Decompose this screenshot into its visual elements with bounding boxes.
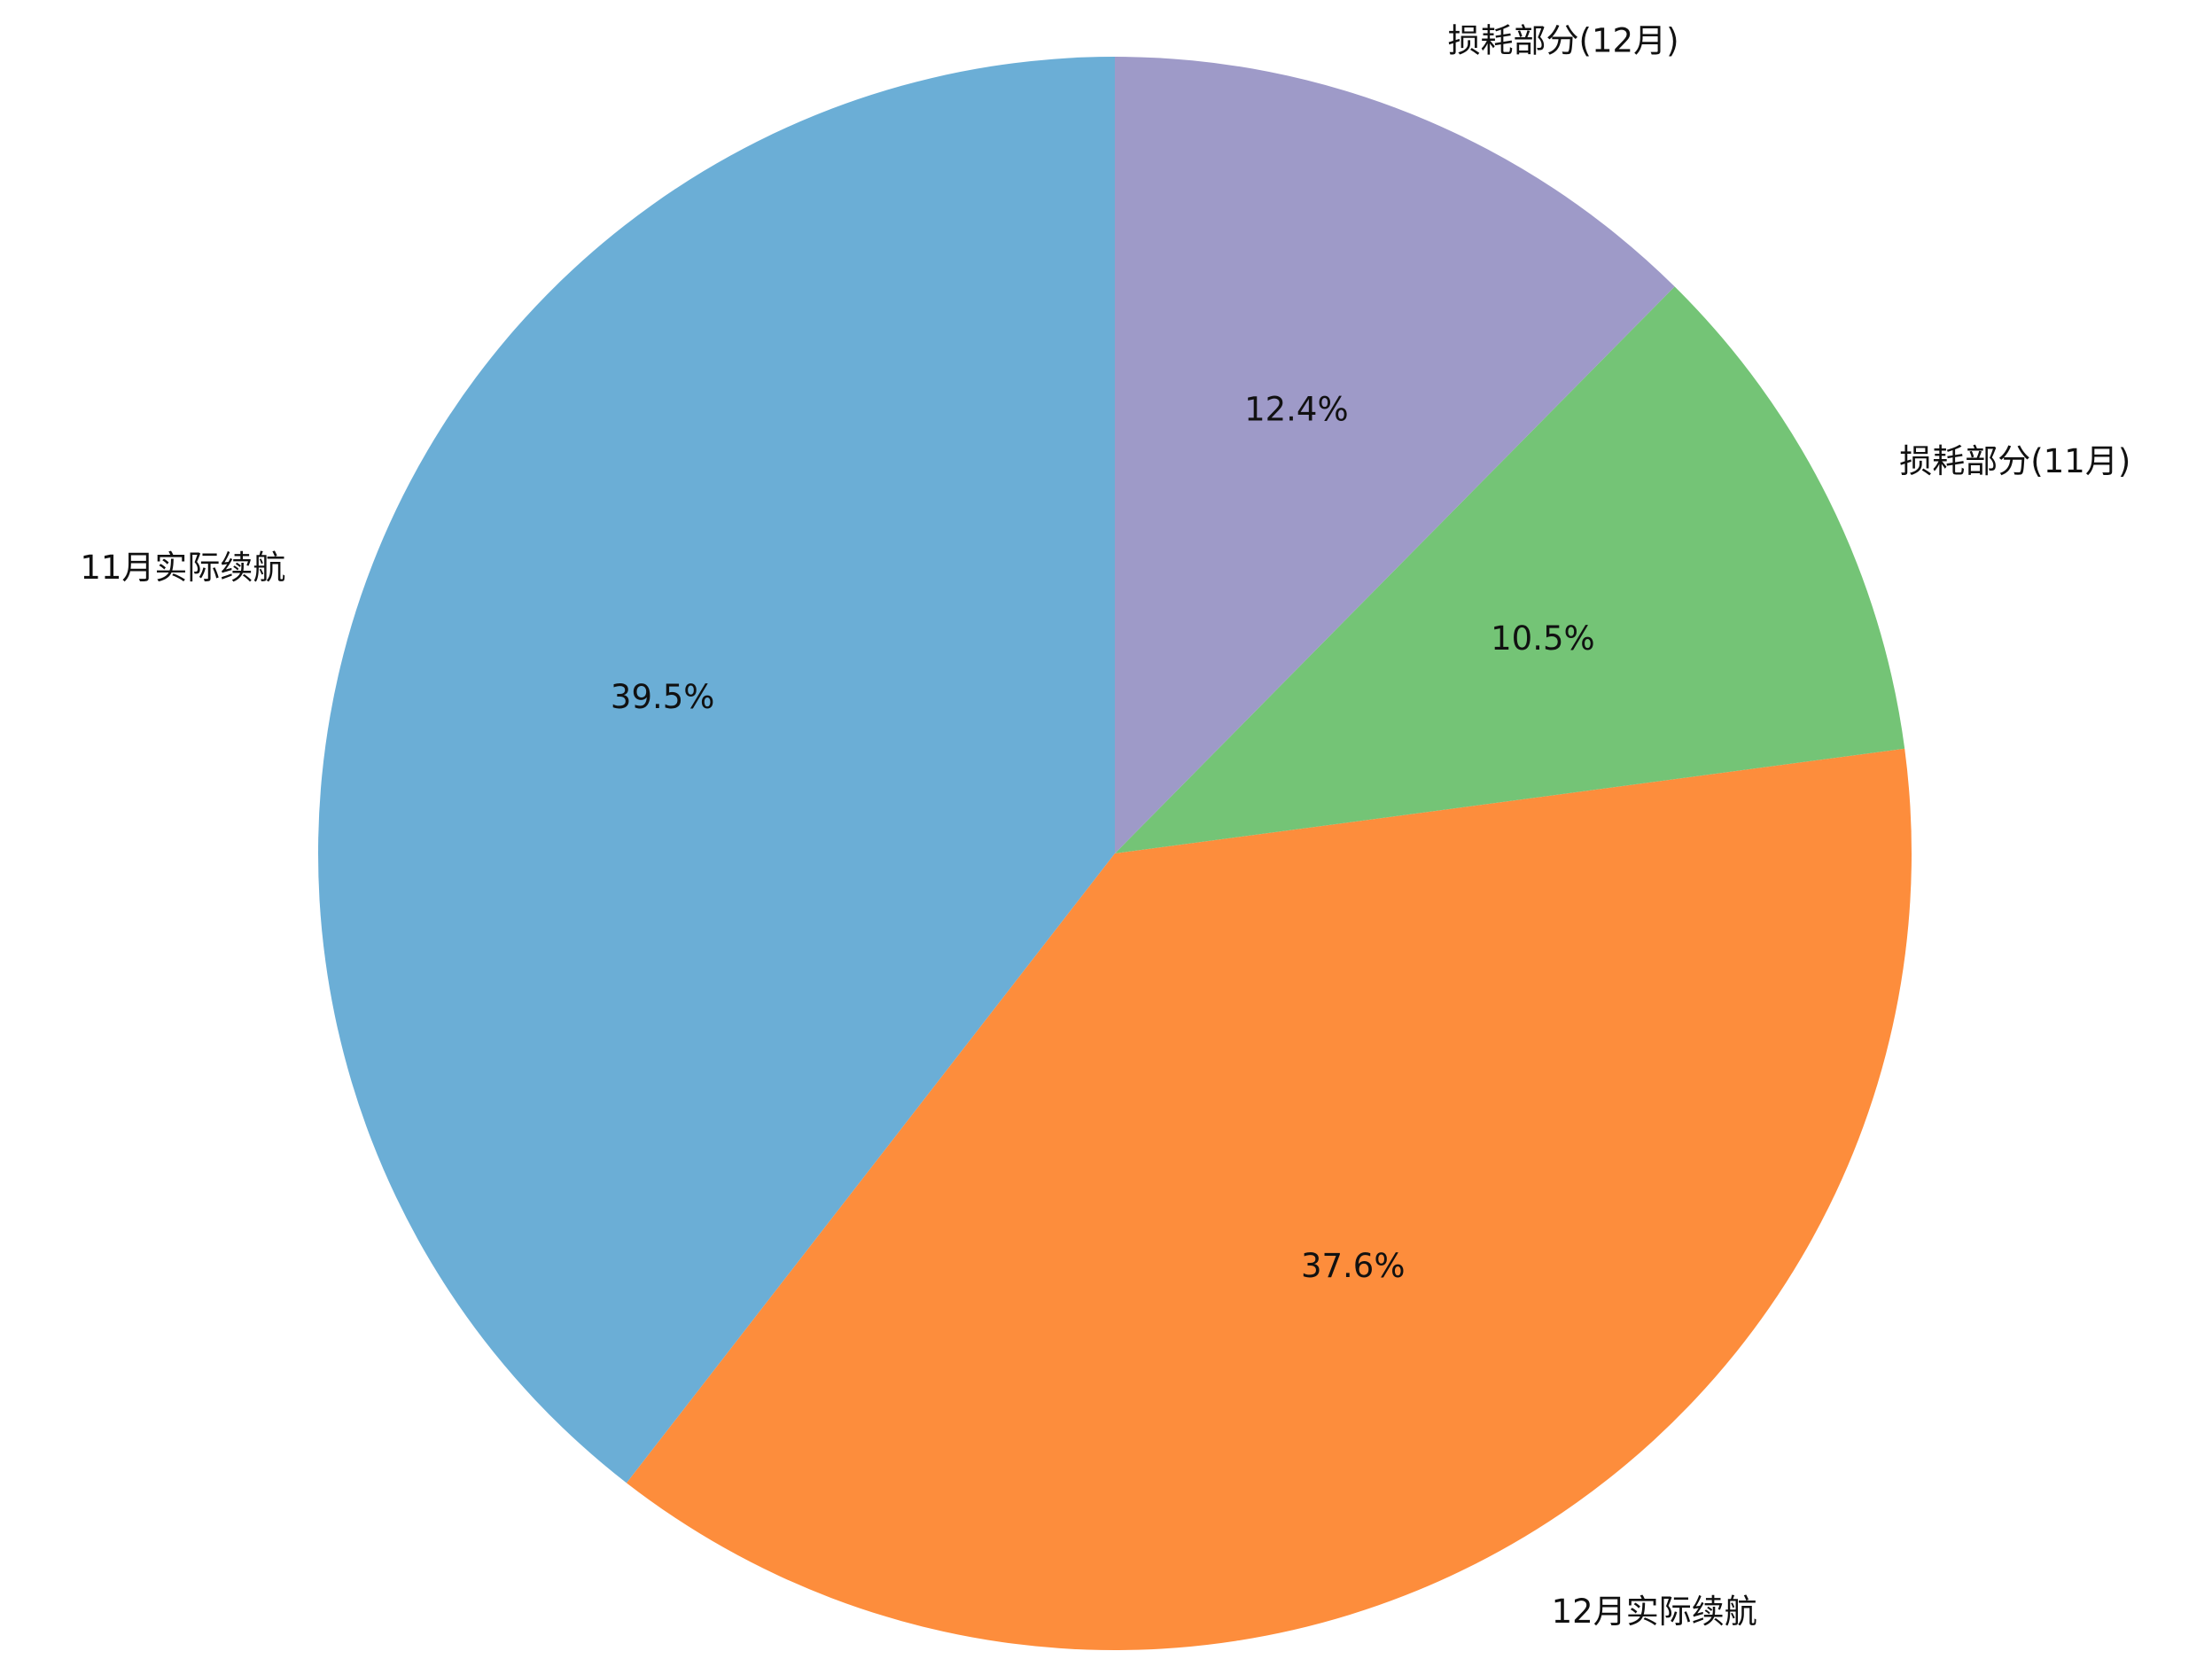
percent-label: 39.5% [611, 678, 715, 716]
pie-slice [318, 57, 1115, 1484]
pie-slice [626, 748, 1912, 1650]
slice-label: 12月实际续航 [1552, 1593, 1757, 1631]
percent-label: 37.6% [1301, 1247, 1406, 1285]
pie-slice [1115, 286, 1905, 853]
slice-label: 损耗部分(12月) [1448, 22, 1679, 60]
slice-label: 损耗部分(11月) [1899, 442, 2130, 480]
percent-label: 10.5% [1491, 619, 1595, 658]
slice-label: 11月实际续航 [80, 549, 285, 587]
percent-label: 12.4% [1244, 391, 1349, 429]
pie-slice [1115, 57, 1675, 853]
